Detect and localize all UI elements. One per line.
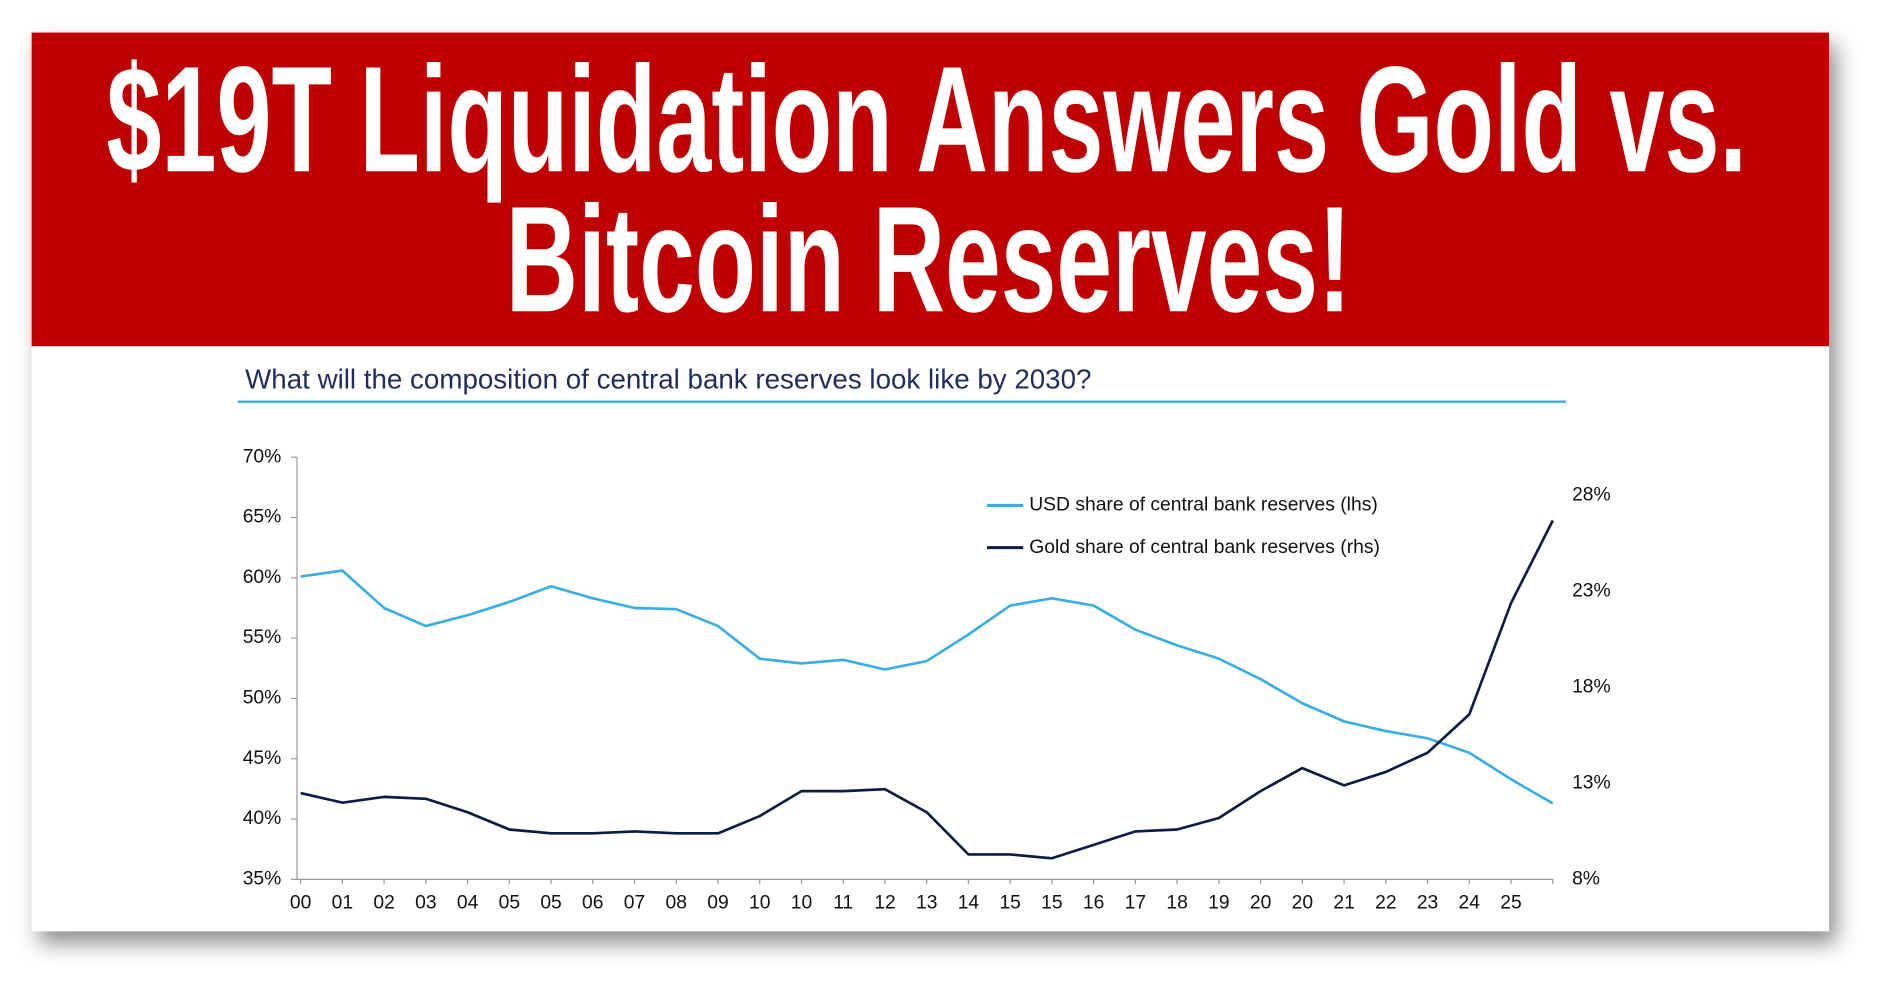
legend-label: Gold share of central bank reserves (rhs…	[1029, 537, 1380, 558]
x-tick-label: 12	[874, 893, 895, 914]
y-tick-label: 60%	[243, 567, 282, 588]
x-tick-label: 11	[833, 893, 853, 914]
y-tick-label: 45%	[243, 748, 282, 769]
x-tick-label: 10	[791, 893, 812, 914]
legend-label: USD share of central bank reserves (lhs)	[1029, 495, 1378, 516]
x-tick-label: 18	[1166, 893, 1187, 914]
series-line	[300, 569, 1554, 805]
x-tick-label: 24	[1459, 893, 1481, 914]
x-tick-label: 25	[1500, 893, 1521, 914]
x-tick-label: 20	[1292, 893, 1313, 914]
x-tick-label: 22	[1375, 893, 1396, 914]
x-tick-label: 16	[1083, 893, 1104, 914]
y2-tick-label: 28%	[1572, 485, 1611, 506]
chart-title: What will the composition of central ban…	[245, 363, 1091, 394]
x-tick-label: 05	[540, 893, 561, 914]
x-tick-label: 19	[1208, 893, 1229, 914]
headline: $19T Liquidation Answers Gold vs.	[106, 35, 1747, 203]
y2-tick-label: 13%	[1572, 773, 1611, 794]
x-tick-label: 01	[332, 893, 353, 914]
x-tick-label: 02	[373, 893, 394, 914]
x-tick-label: 05	[499, 893, 520, 914]
x-tick-label: 15	[999, 893, 1020, 914]
y-tick-label: 55%	[243, 627, 282, 648]
y2-tick-label: 18%	[1572, 677, 1611, 698]
x-tick-label: 00	[290, 893, 311, 914]
x-tick-label: 14	[958, 893, 980, 914]
x-tick-label: 10	[749, 893, 770, 914]
x-tick-label: 03	[415, 893, 436, 914]
y-tick-label: 70%	[243, 446, 282, 467]
x-tick-label: 20	[1250, 893, 1271, 914]
y2-tick-label: 8%	[1572, 868, 1600, 889]
x-tick-label: 09	[707, 893, 728, 914]
y-tick-label: 40%	[243, 808, 282, 829]
x-tick-label: 13	[916, 893, 937, 914]
x-tick-label: 08	[666, 893, 687, 914]
x-tick-label: 23	[1417, 893, 1438, 914]
x-tick-label: 07	[624, 893, 645, 914]
y-tick-label: 65%	[243, 507, 282, 528]
x-tick-label: 06	[582, 893, 603, 914]
x-tick-label: 04	[457, 893, 479, 914]
x-tick-label: 21	[1333, 893, 1354, 914]
x-tick-label: 15	[1041, 893, 1062, 914]
x-tick-label: 17	[1125, 893, 1146, 914]
headline: Bitcoin Reserves!	[506, 175, 1352, 343]
y2-tick-label: 23%	[1572, 581, 1611, 602]
series-line	[300, 519, 1554, 860]
y-tick-label: 50%	[243, 688, 282, 709]
banner	[31, 32, 1830, 347]
y-tick-label: 35%	[243, 868, 282, 889]
